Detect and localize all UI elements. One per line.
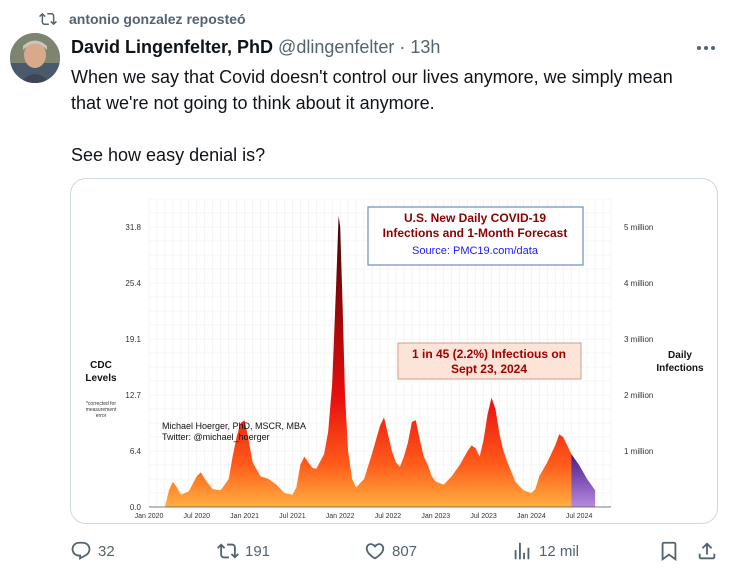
left-tick-label: 12.7 (125, 391, 141, 400)
left-tick-label: 31.8 (125, 223, 141, 232)
annotation-line2: Sept 23, 2024 (451, 362, 527, 376)
bookmark-icon (661, 541, 677, 562)
right-axis-title-line2: Infections (656, 363, 704, 374)
annotation-box (397, 342, 582, 380)
avatar-image (10, 33, 60, 83)
heart-icon (365, 543, 385, 560)
tweet-text-line: that we're not going to think about it a… (71, 93, 435, 113)
author-handle[interactable]: @dlingenfelter (278, 37, 395, 57)
right-axis-ticks: 1 million 2 million 3 million 4 million 5 mi… (624, 223, 653, 456)
left-tick-label: 25.4 (125, 279, 141, 288)
credit-line2: Twitter: @michael_hoerger (162, 432, 270, 442)
x-tick-label: Jul 2023 (470, 513, 497, 520)
x-tick-label: Jul 2022 (375, 513, 402, 520)
tweet-header: David Lingenfelter, PhD @dlingenfelter ·… (71, 37, 440, 58)
x-tick-label: Jul 2020 (184, 513, 211, 520)
right-tick-label: 1 million (624, 447, 653, 456)
bookmark-button[interactable] (658, 540, 680, 562)
analytics-icon (514, 542, 530, 560)
reply-count: 32 (98, 542, 115, 560)
author-name[interactable]: David Lingenfelter, PhD (71, 37, 274, 57)
reply-button[interactable]: 32 (70, 540, 115, 562)
avatar[interactable] (10, 33, 60, 83)
tweet-text-line: See how easy denial is? (71, 145, 266, 165)
chart-title-line1: U.S. New Daily COVID-19 (404, 211, 546, 225)
views-count: 12 mil (539, 542, 580, 560)
left-tick-label: 19.1 (125, 335, 141, 344)
tweet-text-line: When we say that Covid doesn't control o… (71, 67, 673, 87)
more-options-icon[interactable] (694, 38, 718, 58)
chart-title-line2: Infections and 1-Month Forecast (383, 226, 568, 240)
timestamp[interactable]: 13h (410, 37, 441, 57)
chart-source: Source: PMC19.com/data (412, 245, 539, 257)
x-tick-label: Jul 2024 (566, 513, 593, 520)
x-axis-ticks: Jan 2020 Jul 2020 Jan 2021 Jul 2021 Jan 2022… (135, 513, 593, 520)
repost-icon (39, 12, 57, 26)
credit-line1: Michael Hoerger, PhD, MSCR, MBA (162, 421, 306, 431)
repost-icon (217, 543, 239, 559)
left-axis-note-line3: error (96, 413, 107, 419)
right-tick-label: 5 million (624, 223, 653, 232)
like-count: 807 (392, 542, 418, 560)
left-axis-note-line2: measurement (86, 407, 117, 413)
right-axis-title-line1: Daily (668, 350, 692, 361)
like-button[interactable]: 807 (364, 540, 417, 562)
title-box (367, 206, 584, 266)
right-tick-label: 4 million (624, 279, 653, 288)
x-tick-label: Jan 2020 (135, 513, 164, 520)
share-button[interactable] (696, 540, 718, 562)
x-tick-label: Jan 2023 (421, 513, 450, 520)
left-tick-label: 6.4 (130, 447, 142, 456)
repost-count: 191 (245, 542, 271, 560)
right-tick-label: 3 million (624, 335, 653, 344)
left-axis-ticks: 0.0 6.4 12.7 19.1 25.4 31.8 (125, 223, 141, 512)
left-axis-note-line1: *corrected for (86, 401, 116, 407)
repost-indicator[interactable]: antonio gonzalez reposteó (39, 10, 246, 28)
x-tick-label: Jul 2021 (279, 513, 306, 520)
annotation-line1: 1 in 45 (2.2%) Infectious on (412, 347, 566, 361)
repost-button[interactable]: 191 (217, 540, 270, 562)
forecast-area (571, 453, 596, 507)
left-axis-title-line1: CDC (90, 360, 112, 371)
right-tick-label: 2 million (624, 391, 653, 400)
left-tick-label: 0.0 (130, 503, 142, 512)
reply-icon (71, 541, 91, 560)
separator-dot: · (399, 37, 406, 57)
x-tick-label: Jan 2021 (230, 513, 259, 520)
action-bar: 32 191 807 12 mil (70, 540, 720, 566)
x-tick-label: Jan 2022 (326, 513, 355, 520)
covid-chart: 0.0 6.4 12.7 19.1 25.4 31.8 1 million 2 millio… (85, 198, 704, 520)
tweet-text: When we say that Covid doesn't control o… (71, 64, 721, 168)
repost-text: antonio gonzalez reposteó (69, 11, 246, 27)
x-tick-label: Jan 2024 (517, 513, 546, 520)
chart-image[interactable]: 0.0 6.4 12.7 19.1 25.4 31.8 1 million 2 millio… (70, 178, 718, 524)
grid-lines (148, 198, 612, 508)
share-icon (698, 542, 716, 560)
views-button[interactable]: 12 mil (511, 540, 579, 562)
left-axis-title-line2: Levels (85, 373, 117, 384)
